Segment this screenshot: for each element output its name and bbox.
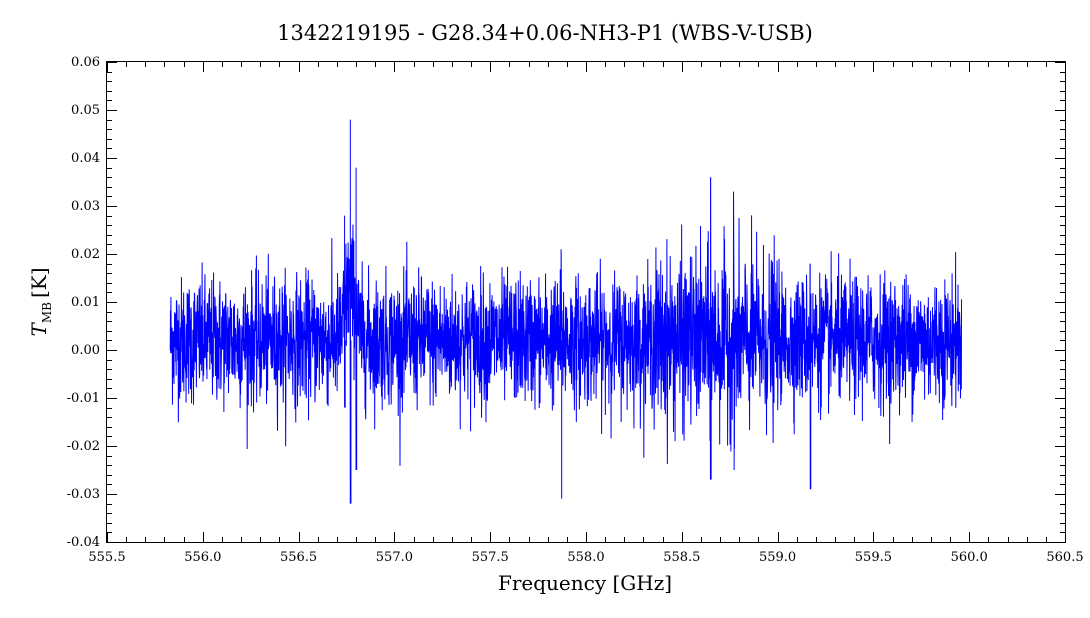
y-tick-label: -0.02 — [67, 439, 100, 454]
x-tick-label: 560.5 — [1046, 550, 1083, 565]
chart-title: 1342219195 - G28.34+0.06-NH3-P1 (WBS-V-U… — [277, 21, 813, 45]
svg-text:TMB[K]: TMB [K] — [27, 268, 54, 337]
y-axis-label-symbol: T — [27, 322, 51, 337]
y-tick-label: 0.02 — [71, 247, 100, 262]
y-axis-label: TMB [K] — [27, 268, 54, 337]
y-tick-label: 0.00 — [71, 343, 100, 358]
x-axis: 555.5 556.0 556.5 557.0 557.5 558.0 558.5 559.0… — [88, 62, 1084, 565]
spectrum-series — [169, 119, 963, 504]
x-tick-label: 558.5 — [663, 550, 700, 565]
y-axis-label-subscript: MB — [40, 302, 54, 323]
y-axis: -0.04 -0.03 -0.02 -0.01 0.00 0.01 0.02 0.03 0.04… — [67, 55, 1065, 550]
x-axis-label: Frequency [GHz] — [498, 571, 672, 595]
x-tick-label: 556.0 — [184, 550, 221, 565]
x-tick-label: 559.0 — [759, 550, 796, 565]
y-tick-label: -0.04 — [67, 535, 100, 550]
y-tick-label: -0.03 — [67, 487, 100, 502]
y-axis-label-unit: [K] — [27, 268, 51, 299]
y-tick-label: 0.01 — [71, 295, 100, 310]
spectrum-line — [169, 119, 963, 504]
x-tick-label: 559.5 — [855, 550, 892, 565]
y-tick-label: 0.03 — [71, 199, 100, 214]
x-tick-label: 558.0 — [567, 550, 604, 565]
x-tick-label: 557.0 — [376, 550, 413, 565]
y-tick-label: 0.04 — [71, 151, 100, 166]
x-tick-label: 556.5 — [280, 550, 317, 565]
plot-frame — [106, 61, 1066, 543]
y-tick-label: 0.05 — [71, 103, 100, 118]
y-tick-label: -0.01 — [67, 391, 100, 406]
x-tick-label: 555.5 — [88, 550, 125, 565]
plot-area — [106, 61, 1066, 543]
x-tick-label: 560.0 — [951, 550, 988, 565]
x-tick-label: 557.5 — [472, 550, 509, 565]
y-tick-label: 0.06 — [71, 55, 100, 70]
